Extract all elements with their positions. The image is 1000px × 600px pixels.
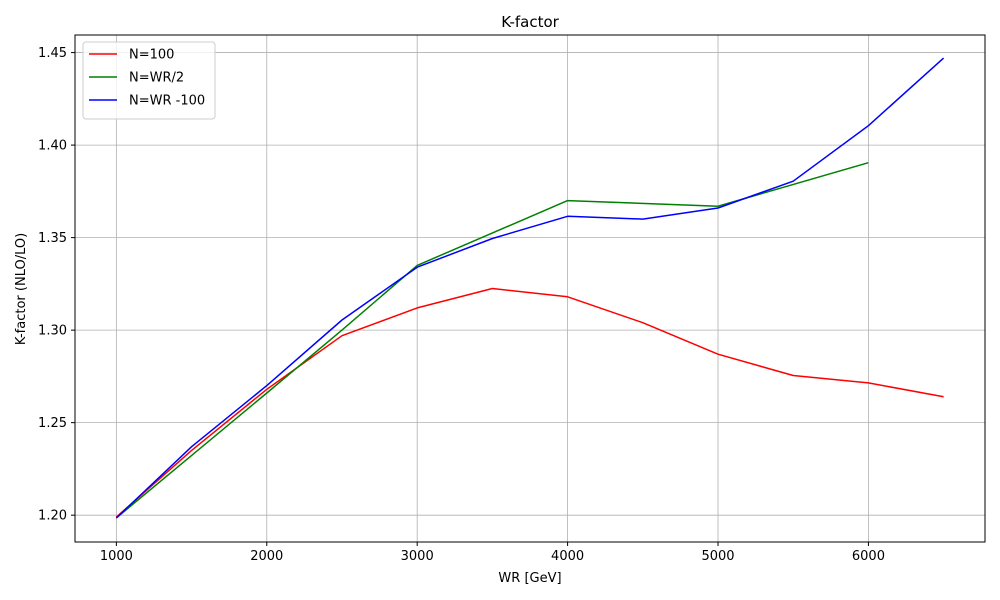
legend-label-1: N=WR/2 [129,71,184,86]
y-tick-label: 1.20 [38,509,67,524]
y-tick-label: 1.25 [38,416,67,431]
chart-title: K-factor [501,13,559,31]
series-line-0 [115,287,944,518]
x-tick-label: 6000 [852,549,885,564]
x-tick-label: 1000 [100,549,133,564]
y-tick-label: 1.45 [38,46,67,61]
x-tick-label: 5000 [701,549,734,564]
series-line-1 [115,161,869,519]
series-lines [115,57,945,519]
legend-label-0: N=100 [129,48,174,63]
x-axis-label: WR [GeV] [498,571,561,586]
y-axis-label: K-factor (NLO/LO) [14,233,29,345]
x-tick-label: 2000 [250,549,283,564]
legend-label-2: N=WR -100 [129,94,205,109]
axis-ticks: 1000 2000 3000 4000 5000 6000 1.20 1.25 1.30 1.35… [38,46,885,564]
y-tick-label: 1.40 [38,139,67,154]
series-line-2 [115,57,945,519]
grid-lines [75,35,985,542]
y-tick-label: 1.30 [38,324,67,339]
x-tick-label: 4000 [551,549,584,564]
plot-frame [74,34,986,543]
x-tick-label: 3000 [401,549,434,564]
y-tick-label: 1.35 [38,231,67,246]
legend: N=100 N=WR/2 N=WR -100 [82,41,216,120]
